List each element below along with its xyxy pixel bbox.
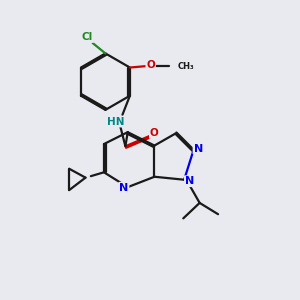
Text: HN: HN — [107, 117, 125, 127]
Text: N: N — [119, 183, 128, 193]
Text: N: N — [185, 176, 194, 186]
Text: Cl: Cl — [82, 32, 93, 42]
Text: O: O — [150, 128, 159, 138]
Text: N: N — [194, 143, 203, 154]
Text: CH₃: CH₃ — [177, 61, 194, 70]
Text: O: O — [146, 60, 155, 70]
